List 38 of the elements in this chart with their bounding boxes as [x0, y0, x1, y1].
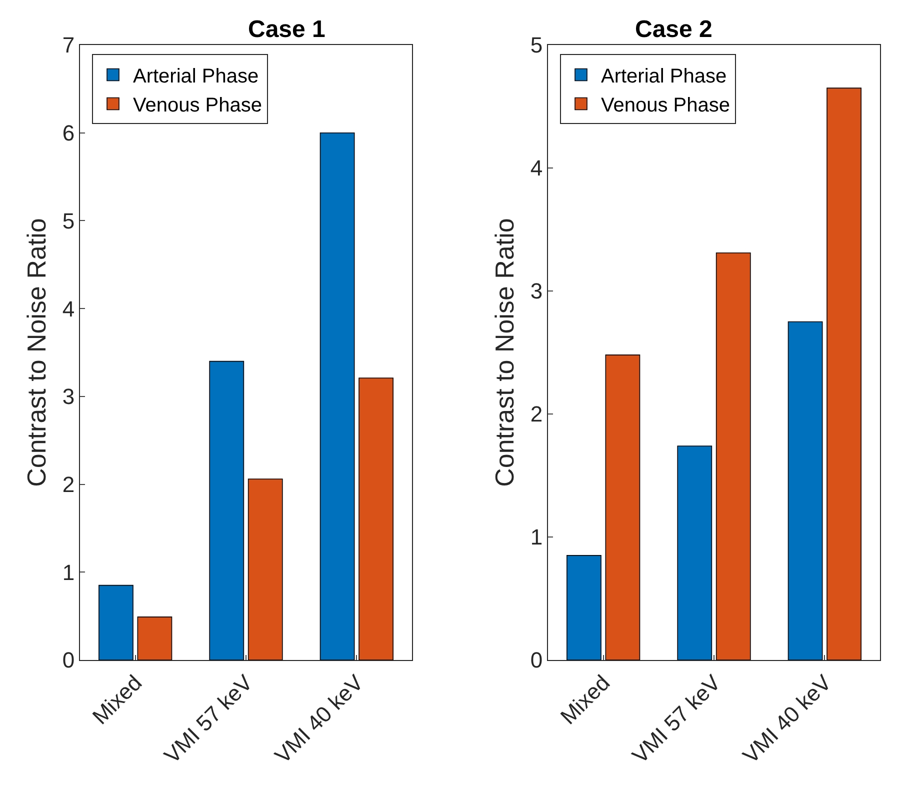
bar [566, 555, 602, 660]
y-axis-title: Contrast to Noise Ratio [490, 218, 520, 487]
legend-label: Venous Phase [133, 94, 262, 117]
bar [98, 584, 134, 660]
y-tick-label: 6 [62, 120, 75, 146]
legend-label: Arterial Phase [133, 66, 259, 88]
bar [826, 88, 862, 660]
bar [137, 616, 172, 660]
y-tick-label: 1 [530, 524, 543, 550]
y-axis-title: Contrast to Noise Ratio [22, 218, 52, 487]
bar [605, 354, 640, 660]
y-tick-label: 2 [530, 402, 543, 427]
y-tick-label: 0 [530, 648, 543, 673]
bar [716, 252, 751, 660]
bar [320, 132, 355, 660]
y-tick-label: 3 [62, 384, 75, 410]
chart-title: Case 2 [635, 16, 712, 43]
x-tick-label: VMI 57 keV [159, 670, 258, 768]
x-tick-label: VMI 40 keV [738, 670, 836, 768]
y-tick-label: 3 [530, 278, 543, 304]
x-tick-label: VMI 40 keV [270, 670, 368, 768]
bar [248, 478, 283, 660]
y-tick-label: 4 [530, 156, 543, 181]
y-tick-label: 7 [62, 32, 75, 58]
bar [788, 321, 823, 660]
legend-label: Venous Phase [601, 94, 730, 117]
y-tick-label: 5 [62, 208, 75, 234]
y-tick-label: 5 [530, 32, 543, 58]
y-tick-label: 2 [62, 472, 75, 497]
y-tick-label: 0 [62, 648, 75, 673]
legend-label: Arterial Phase [601, 66, 727, 88]
y-tick-label: 1 [62, 560, 75, 585]
bar [677, 446, 712, 660]
chart-title: Case 1 [248, 16, 326, 43]
bar [358, 378, 394, 660]
x-tick-label: VMI 57 keV [627, 670, 726, 768]
y-tick-label: 4 [62, 296, 75, 322]
bar [209, 360, 244, 660]
